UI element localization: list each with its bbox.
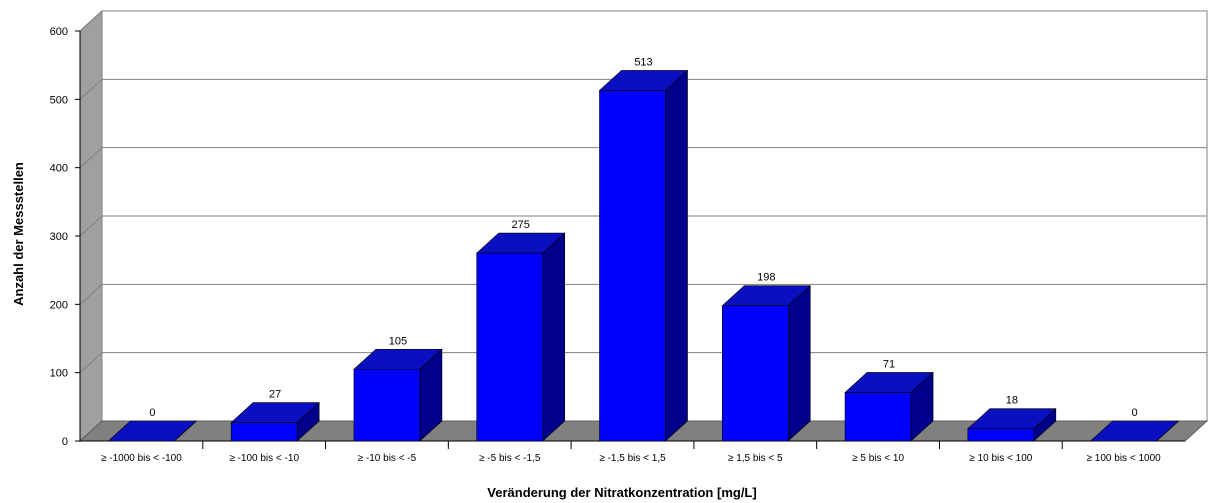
data-label: 275 — [512, 219, 530, 231]
x-tick-label: ≥ -1,5 bis < 1,5 — [599, 453, 666, 464]
bar-side — [787, 285, 811, 442]
x-tick-label: ≥ -100 bis < -10 — [229, 453, 299, 464]
gridline-side — [79, 283, 103, 305]
y-tick-label: 400 — [50, 163, 68, 175]
gridline-side — [79, 78, 103, 100]
bar-side — [542, 232, 566, 442]
data-label: 27 — [269, 389, 281, 401]
bar — [107, 420, 198, 442]
gridline-side — [79, 352, 103, 374]
bar — [844, 371, 934, 442]
y-tick-label: 600 — [50, 26, 68, 38]
data-label: 0 — [149, 407, 155, 419]
bar-side — [1156, 420, 1179, 442]
bar — [598, 69, 689, 442]
bar-front — [721, 305, 789, 442]
bar-side — [665, 69, 688, 442]
gridline-side — [79, 10, 103, 32]
data-label: 0 — [1132, 407, 1138, 419]
bar — [230, 401, 320, 442]
data-label: 105 — [389, 335, 407, 347]
data-label: 18 — [1006, 395, 1018, 407]
x-tick-label: ≥ 10 bis < 100 — [969, 453, 1032, 464]
bar — [353, 348, 443, 442]
bar-side — [1033, 408, 1057, 442]
bar-front — [230, 422, 298, 442]
bar-side — [174, 420, 197, 442]
x-tick-label: ≥ 1,5 bis < 5 — [728, 453, 783, 464]
bar-side — [419, 348, 443, 442]
bar-front — [599, 90, 666, 442]
bar-side — [910, 371, 934, 442]
data-label: 198 — [757, 272, 775, 284]
bar — [475, 232, 566, 442]
x-tick-label: ≥ -10 bis < -5 — [358, 453, 417, 464]
y-tick-label: 100 — [50, 368, 68, 380]
y-axis-title: Anzahl der Messstellen — [11, 162, 26, 306]
data-label: 513 — [634, 56, 652, 68]
x-axis-categories: ≥ -1000 bis < -100 ≥ -100 bis < -10 ≥ -10 … — [101, 441, 1161, 464]
x-tick-label: ≥ 5 bis < 10 — [852, 453, 904, 464]
y-tick-label: 200 — [50, 299, 68, 311]
x-tick-label: ≥ 100 bis < 1000 — [1087, 453, 1162, 464]
y-tick-label: 300 — [50, 231, 68, 243]
bar-front — [353, 368, 421, 442]
bar-front — [476, 252, 544, 442]
bar-side — [296, 401, 320, 442]
bar — [721, 285, 812, 442]
bar — [967, 408, 1057, 442]
bar — [1089, 420, 1180, 442]
y-tick-label: 500 — [50, 94, 68, 106]
data-label: 71 — [883, 358, 895, 370]
bars — [107, 69, 1180, 442]
x-tick-label: ≥ -1000 bis < -100 — [101, 453, 182, 464]
x-tick-label: ≥ -5 bis < -1,5 — [479, 453, 541, 464]
x-axis-title: Veränderung der Nitratkonzentration [mg/… — [487, 485, 756, 500]
data-labels: 0 27 105 275 513 198 71 18 0 — [149, 56, 1137, 419]
gridline-side — [79, 147, 103, 169]
bar-front — [967, 428, 1035, 442]
gridline-side — [79, 215, 103, 237]
bar-front — [844, 392, 912, 442]
y-tick-label: 0 — [62, 436, 68, 448]
